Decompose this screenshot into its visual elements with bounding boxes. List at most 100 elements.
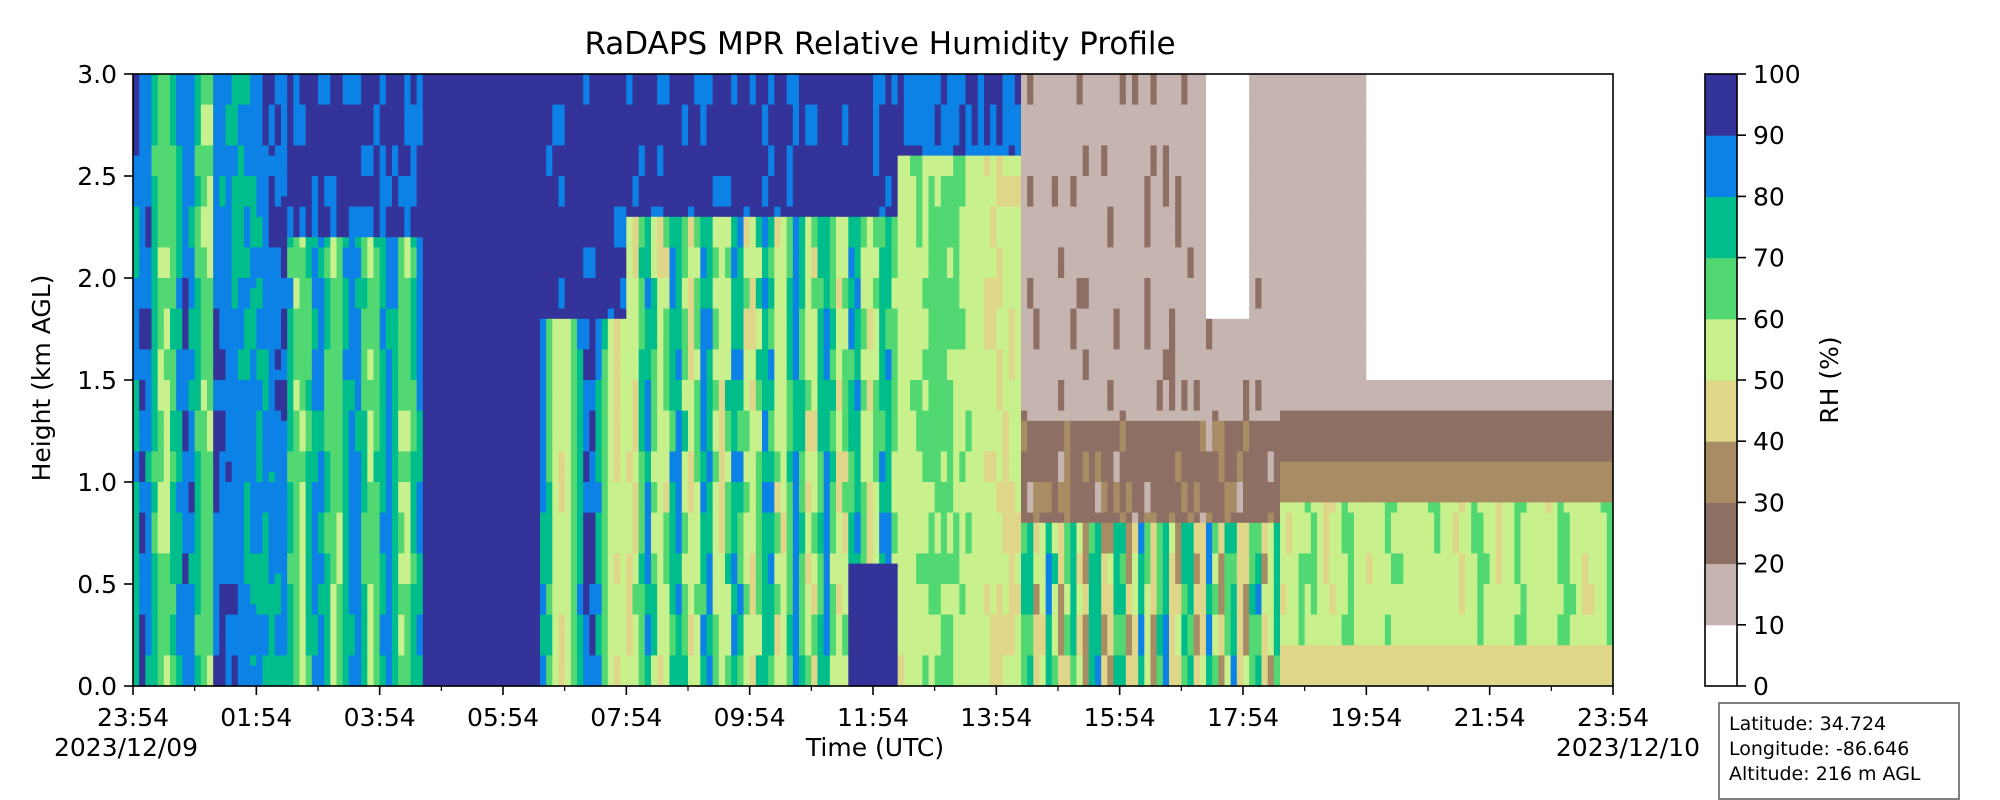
- heatmap-cell: [466, 624, 473, 636]
- heatmap-cell: [163, 329, 171, 340]
- heatmap-cell: [151, 288, 159, 299]
- heatmap-cell: [552, 155, 560, 167]
- heatmap-cell: [416, 522, 424, 534]
- heatmap-cell: [268, 155, 276, 167]
- heatmap-cell: [527, 410, 535, 422]
- heatmap-cell: [348, 594, 356, 605]
- heatmap-cell: [527, 125, 535, 136]
- heatmap-cell: [466, 492, 473, 503]
- heatmap-cell: [188, 298, 196, 310]
- heatmap-cell: [361, 206, 368, 218]
- heatmap-cell: [287, 390, 294, 401]
- heatmap-cell: [225, 471, 233, 483]
- heatmap-cell: [527, 645, 535, 656]
- heatmap-cell: [404, 584, 412, 595]
- heatmap-cell: [398, 400, 405, 412]
- heatmap-cell: [632, 206, 640, 218]
- heatmap-cell: [490, 227, 498, 238]
- heatmap-cell: [305, 675, 313, 687]
- heatmap-cell: [552, 94, 560, 106]
- heatmap-cell: [268, 308, 276, 320]
- heatmap-cell: [231, 74, 239, 85]
- heatmap-cell: [435, 410, 442, 422]
- heatmap-cell: [614, 573, 621, 585]
- heatmap-cell: [373, 216, 381, 228]
- heatmap-cell: [503, 553, 510, 565]
- heatmap-cell: [620, 645, 627, 656]
- heatmap-cell: [139, 492, 146, 503]
- heatmap-cell: [274, 94, 282, 106]
- heatmap-cell: [231, 206, 239, 218]
- heatmap-cell: [299, 482, 307, 493]
- heatmap-cell: [330, 74, 338, 85]
- heatmap-cell: [274, 369, 282, 381]
- heatmap-cell: [552, 380, 560, 391]
- heatmap-cell: [533, 176, 541, 187]
- heatmap-cell: [540, 278, 547, 289]
- heatmap-cell: [293, 380, 301, 391]
- heatmap-cell: [145, 288, 153, 299]
- heatmap-cell: [262, 594, 270, 605]
- heatmap-cell: [157, 257, 165, 269]
- heatmap-cell: [274, 645, 282, 656]
- heatmap-cell: [595, 196, 603, 208]
- heatmap-cell: [583, 369, 590, 381]
- heatmap-cell: [225, 349, 233, 361]
- heatmap-cell: [151, 563, 159, 575]
- heatmap-cell: [503, 237, 510, 248]
- heatmap-cell: [311, 420, 319, 432]
- heatmap-cell: [620, 84, 627, 95]
- heatmap-cell: [305, 318, 313, 330]
- heatmap-cell: [207, 655, 214, 667]
- heatmap-cell: [638, 441, 646, 452]
- heatmap-cell: [318, 339, 325, 350]
- heatmap-cell: [398, 339, 405, 350]
- heatmap-cell: [503, 543, 510, 554]
- heatmap-cell: [416, 512, 424, 524]
- heatmap-cell: [355, 216, 362, 228]
- heatmap-cell: [188, 165, 196, 177]
- heatmap-cell: [503, 624, 510, 636]
- heatmap-cell: [459, 145, 467, 157]
- heatmap-cell: [496, 329, 504, 340]
- heatmap-cell: [361, 318, 368, 330]
- heatmap-cell: [194, 114, 202, 126]
- heatmap-cell: [330, 441, 338, 452]
- heatmap-cell: [250, 512, 257, 524]
- heatmap-cell: [496, 645, 504, 656]
- heatmap-cell: [200, 349, 208, 361]
- heatmap-cell: [163, 584, 171, 595]
- heatmap-cell: [435, 369, 442, 381]
- heatmap-cell: [577, 604, 584, 616]
- heatmap-cell: [157, 359, 165, 371]
- heatmap-cell: [416, 410, 424, 422]
- heatmap-cell: [558, 298, 566, 310]
- heatmap-cell: [305, 614, 313, 626]
- heatmap-cell: [607, 318, 615, 330]
- heatmap-cell: [595, 410, 603, 422]
- heatmap-cell: [478, 573, 486, 585]
- heatmap-cell: [336, 594, 344, 605]
- heatmap-cell: [398, 308, 405, 320]
- heatmap-cell: [453, 125, 461, 136]
- heatmap-cell: [324, 461, 331, 473]
- heatmap-cell: [225, 74, 233, 85]
- heatmap-cell: [367, 329, 375, 340]
- heatmap-cell: [373, 594, 381, 605]
- heatmap-cell: [385, 380, 393, 391]
- heatmap-cell: [515, 655, 523, 667]
- heatmap-cell: [503, 380, 510, 391]
- heatmap-cell: [441, 237, 449, 248]
- heatmap-cell: [336, 553, 344, 565]
- heatmap-cell: [509, 512, 516, 524]
- heatmap-cell: [145, 206, 153, 218]
- heatmap-cell: [274, 288, 282, 299]
- heatmap-cell: [447, 176, 455, 187]
- heatmap-cell: [546, 308, 553, 320]
- heatmap-cell: [274, 533, 282, 544]
- heatmap-cell: [182, 125, 190, 136]
- heatmap-cell: [293, 522, 301, 534]
- heatmap-cell: [404, 665, 412, 677]
- heatmap-cell: [281, 145, 288, 157]
- heatmap-cell: [200, 278, 208, 289]
